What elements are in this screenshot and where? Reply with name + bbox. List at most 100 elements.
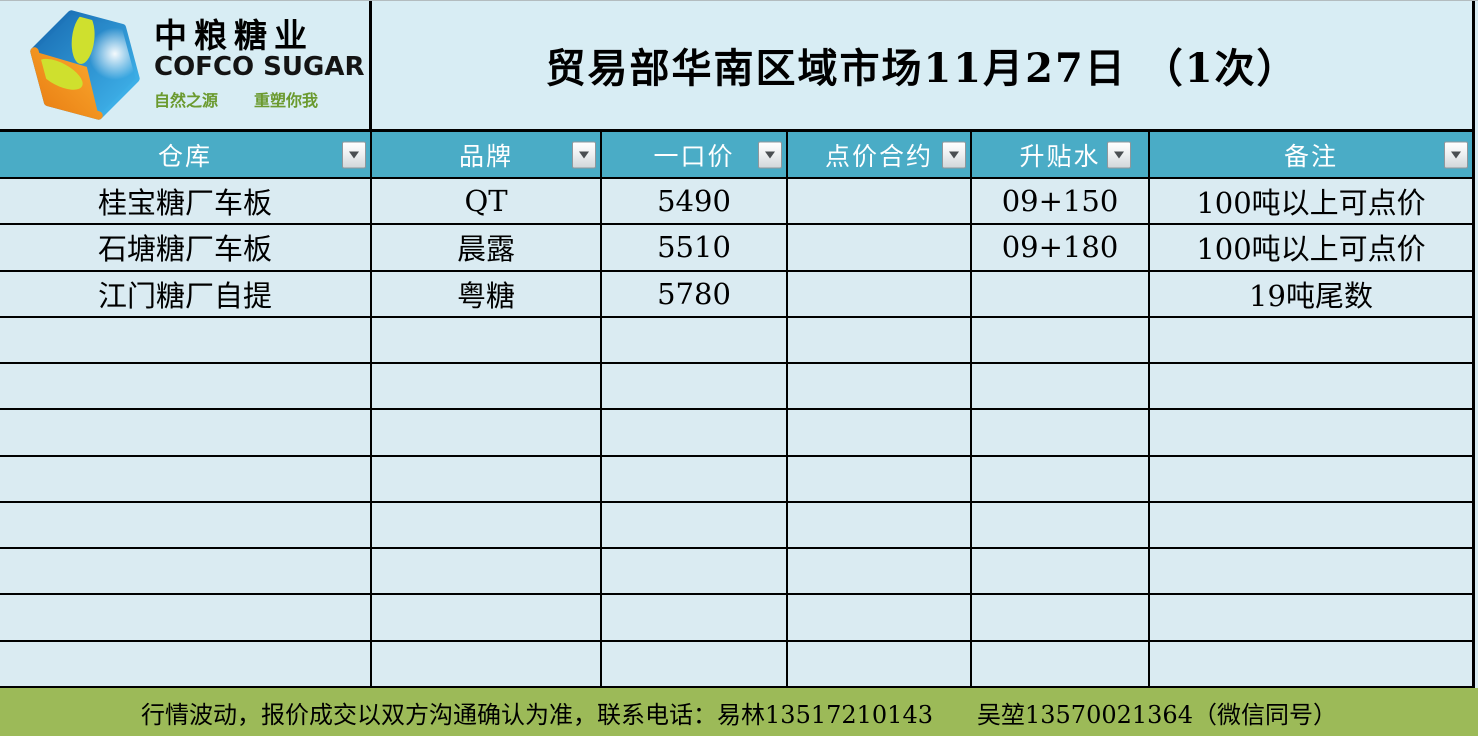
table-cell-pricing-contract[interactable]: [788, 641, 972, 686]
table-body: 桂宝糖厂车板 QT 5490 09+150 100吨以上可点价 石塘糖厂车板 晨露 5510 0…: [0, 179, 1472, 688]
table-row: [0, 641, 1472, 688]
column-header-label: 点价合约: [824, 141, 933, 171]
table-cell-pricing-contract[interactable]: [788, 179, 972, 224]
table-cell-pricing-contract[interactable]: [788, 271, 972, 316]
table-cell-fixed-price[interactable]: [602, 410, 788, 455]
table-cell-fixed-price[interactable]: [602, 364, 788, 409]
table-cell-premium[interactable]: [972, 456, 1150, 501]
table-cell-premium[interactable]: [972, 317, 1150, 363]
table-cell-pricing-contract[interactable]: [788, 364, 972, 409]
table-cell-remark[interactable]: [1150, 364, 1472, 408]
table-cell-premium[interactable]: [972, 549, 1150, 594]
table-cell-fixed-price[interactable]: [602, 595, 788, 640]
table-cell-warehouse[interactable]: [0, 317, 372, 363]
table-cell-pricing-contract[interactable]: [788, 410, 972, 455]
table-cell-premium[interactable]: [972, 410, 1150, 455]
column-header-warehouse[interactable]: 仓库: [0, 132, 372, 177]
chevron-down-icon: [1114, 151, 1124, 158]
table-cell-brand[interactable]: QT: [372, 179, 602, 224]
table-cell-warehouse[interactable]: [0, 456, 372, 501]
table-cell-fixed-price[interactable]: 5510: [602, 225, 788, 270]
table-cell-remark[interactable]: 19吨尾数: [1249, 278, 1373, 313]
table-cell-premium[interactable]: 09+180: [972, 225, 1150, 270]
table-cell-remark[interactable]: [1150, 549, 1472, 593]
table-cell-brand[interactable]: [372, 549, 602, 594]
column-header-label: 仓库: [157, 141, 212, 171]
column-header-label: 一口价: [653, 141, 735, 171]
table-cell-premium[interactable]: [972, 364, 1150, 409]
brand-name-en: COFCO SUGAR: [154, 52, 365, 83]
table-cell-warehouse[interactable]: [0, 502, 372, 548]
chevron-down-icon: [949, 151, 959, 158]
logo-cell: 中粮糖业 COFCO SUGAR 自然之源 重塑你我: [0, 1, 372, 129]
table-row: 江门糖厂自提 粤糖 5780 19吨尾数: [0, 271, 1472, 318]
footer-notice: 行情波动，报价成交以双方沟通确认为准，联系电话：易林13517210143: [141, 701, 933, 729]
table-cell-brand[interactable]: [372, 595, 602, 640]
table-cell-fixed-price[interactable]: [602, 549, 788, 594]
table-cell-premium[interactable]: [972, 271, 1150, 316]
table-cell-pricing-contract[interactable]: [788, 225, 972, 270]
table-cell-brand[interactable]: [372, 456, 602, 501]
table-cell-pricing-contract[interactable]: [788, 317, 972, 363]
title-cell: 贸易部华南区域市场11月27日 （1次）: [372, 1, 1472, 129]
filter-dropdown-button-pricing-contract[interactable]: [942, 141, 966, 168]
price-table: 中粮糖业 COFCO SUGAR 自然之源 重塑你我 贸易部华南区域市场11月2…: [0, 1, 1475, 688]
table-cell-pricing-contract[interactable]: [788, 502, 972, 548]
table-cell-premium[interactable]: [972, 595, 1150, 640]
table-cell-warehouse[interactable]: [0, 641, 372, 686]
column-header-fixed-price[interactable]: 一口价: [602, 132, 788, 177]
table-cell-warehouse[interactable]: 江门糖厂自提: [0, 271, 372, 316]
table-cell-fixed-price[interactable]: 5780: [602, 271, 788, 316]
table-cell-brand[interactable]: [372, 502, 602, 548]
column-header-label: 备注: [1283, 141, 1338, 171]
table-cell-pricing-contract[interactable]: [788, 549, 972, 594]
table-cell-remark[interactable]: 100吨以上可点价: [1196, 232, 1426, 267]
footer-contact-secondary: 吴堃13570021364（微信同号）: [977, 701, 1337, 729]
brand-name-cn: 中粮糖业: [154, 15, 314, 55]
table-row: [0, 502, 1472, 550]
column-header-pricing-contract[interactable]: 点价合约: [788, 132, 972, 177]
table-cell-warehouse[interactable]: [0, 595, 372, 640]
table-cell-brand[interactable]: [372, 364, 602, 409]
table-cell-warehouse[interactable]: [0, 364, 372, 409]
table-cell-remark[interactable]: [1150, 503, 1472, 547]
table-cell-remark[interactable]: 100吨以上可点价: [1196, 186, 1426, 221]
table-row: [0, 456, 1472, 503]
table-cell-premium[interactable]: [972, 641, 1150, 686]
table-cell-brand[interactable]: [372, 641, 602, 686]
filter-dropdown-button-remark[interactable]: [1444, 141, 1468, 168]
table-cell-fixed-price[interactable]: [602, 317, 788, 363]
table-cell-fixed-price[interactable]: [602, 641, 788, 686]
table-cell-remark[interactable]: [1150, 457, 1472, 501]
filter-dropdown-button-premium[interactable]: [1107, 141, 1131, 168]
table-cell-pricing-contract[interactable]: [788, 595, 972, 640]
table-cell-premium[interactable]: [972, 502, 1150, 548]
table-row: 桂宝糖厂车板 QT 5490 09+150 100吨以上可点价: [0, 179, 1472, 226]
filter-dropdown-button-brand[interactable]: [572, 141, 596, 168]
table-cell-remark[interactable]: [1150, 595, 1472, 639]
table-cell-pricing-contract[interactable]: [788, 456, 972, 501]
filter-dropdown-button-fixed-price[interactable]: [758, 141, 782, 168]
table-cell-brand[interactable]: [372, 410, 602, 455]
table-cell-brand[interactable]: 晨露: [372, 225, 602, 270]
column-header-brand[interactable]: 品牌: [372, 132, 602, 177]
table-cell-remark[interactable]: [1150, 318, 1472, 362]
column-header-remark[interactable]: 备注: [1150, 132, 1472, 177]
table-cell-brand[interactable]: 粤糖: [372, 271, 602, 316]
table-cell-remark[interactable]: [1150, 410, 1472, 454]
table-row: [0, 317, 1472, 365]
table-cell-premium[interactable]: 09+150: [972, 179, 1150, 224]
filter-dropdown-button-warehouse[interactable]: [342, 141, 366, 168]
table-cell-warehouse[interactable]: 桂宝糖厂车板: [0, 179, 372, 224]
table-header-row: 仓库 品牌 一口价 点价合约 升贴水 备注: [0, 132, 1472, 179]
column-header-premium[interactable]: 升贴水: [972, 132, 1150, 177]
table-cell-brand[interactable]: [372, 317, 602, 363]
table-row: 石塘糖厂车板 晨露 5510 09+180 100吨以上可点价: [0, 225, 1472, 272]
table-cell-remark[interactable]: [1150, 642, 1472, 686]
table-cell-warehouse[interactable]: 石塘糖厂车板: [0, 225, 372, 270]
table-cell-warehouse[interactable]: [0, 410, 372, 455]
table-cell-fixed-price[interactable]: [602, 502, 788, 548]
table-cell-warehouse[interactable]: [0, 549, 372, 594]
table-cell-fixed-price[interactable]: 5490: [602, 179, 788, 224]
table-cell-fixed-price[interactable]: [602, 456, 788, 501]
